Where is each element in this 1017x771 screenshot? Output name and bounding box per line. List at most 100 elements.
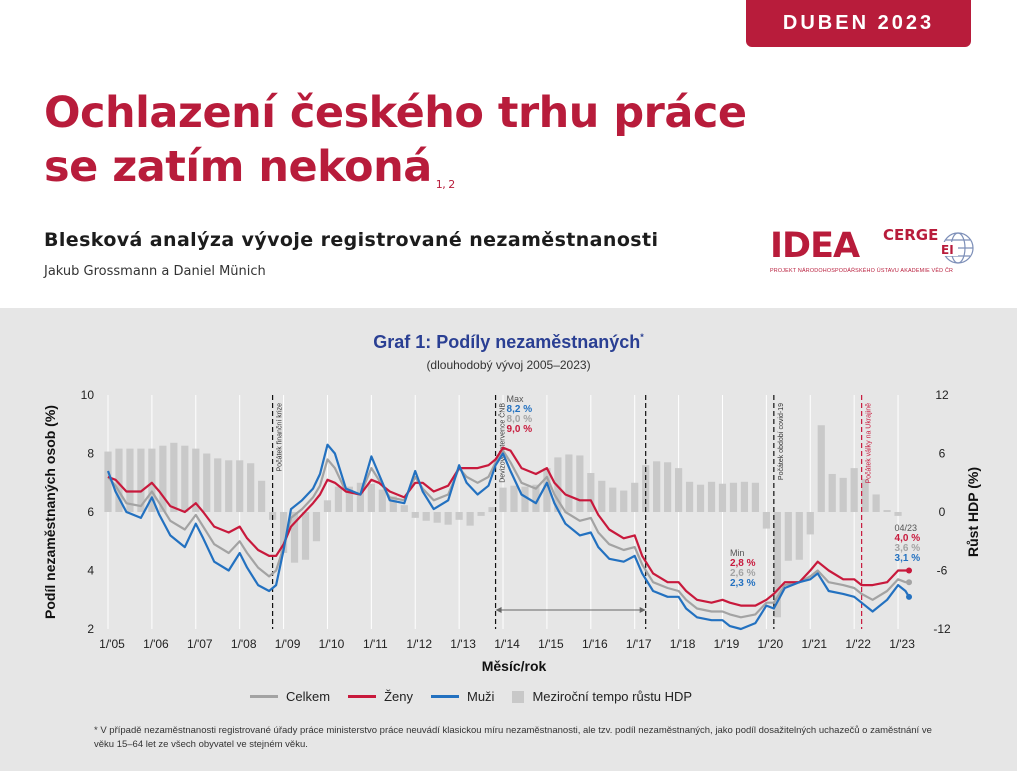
x-tick-label: 1/'16 xyxy=(582,637,608,651)
gdp-bar xyxy=(707,481,716,512)
gdp-bar xyxy=(301,512,310,560)
x-tick-label: 1/'13 xyxy=(450,637,476,651)
event-label: Počátek války na Ukrajině xyxy=(866,403,873,484)
gdp-bar xyxy=(883,510,891,512)
idea-cerge-logo: IDEA CERGE EI PROJEKT NÁRODOHOSPODÁŘSKÉH… xyxy=(770,224,980,284)
gdp-bar xyxy=(203,453,211,512)
title-line-2: se zatím nekoná xyxy=(44,142,432,192)
gdp-bar xyxy=(433,512,441,523)
x-tick-label: 1/'09 xyxy=(275,637,301,651)
y-tick-label: 6 xyxy=(87,505,94,519)
gdp-bar xyxy=(214,458,222,512)
annotation-value: 3,6 % xyxy=(895,543,921,554)
logo-ei-text: EI xyxy=(941,243,954,257)
y2-tick-label: 6 xyxy=(939,447,946,461)
gdp-bar xyxy=(620,490,628,512)
gdp-bar xyxy=(751,482,760,512)
x-tick-label: 1/'20 xyxy=(758,637,784,651)
y-axis-title: Podíl nezaměstnaných osob (%) xyxy=(42,405,58,619)
gdp-bar xyxy=(400,505,408,512)
page-subtitle: Blesková analýza vývoje registrované nez… xyxy=(44,229,659,251)
y-tick-label: 4 xyxy=(87,564,94,578)
gdp-bar xyxy=(290,512,299,563)
event-label: Počátek období covid-19 xyxy=(778,403,785,480)
x-tick-label: 1/'07 xyxy=(187,637,213,651)
gdp-bar xyxy=(576,455,584,512)
gdp-bar xyxy=(631,482,639,512)
date-badge: DUBEN 2023 xyxy=(746,0,971,47)
chart-title: Graf 1: Podíly nezaměstnaných* xyxy=(373,332,644,352)
series-end-point xyxy=(906,567,913,574)
gdp-bar xyxy=(466,512,474,526)
x-tick-label: 1/'17 xyxy=(626,637,652,651)
y-tick-label: 8 xyxy=(87,447,94,461)
series-zeny-line xyxy=(107,446,909,607)
gdp-bar xyxy=(554,457,562,512)
gdp-bar xyxy=(850,468,858,512)
gdp-bar xyxy=(740,481,749,512)
gdp-bar xyxy=(521,486,529,512)
gdp-bar xyxy=(367,483,375,512)
series-end-point xyxy=(906,593,913,600)
x-tick-label: 1/'10 xyxy=(319,637,345,651)
gdp-bar xyxy=(181,445,189,512)
legend-label: Ženy xyxy=(384,689,413,704)
gdp-bar xyxy=(872,494,880,512)
gdp-bar xyxy=(828,473,836,512)
globe-icon: EI xyxy=(938,232,974,264)
gdp-bar xyxy=(499,487,507,512)
x-tick-label: 1/'05 xyxy=(99,637,125,651)
gdp-bar xyxy=(126,448,134,512)
legend-item-celkem: Celkem xyxy=(250,689,330,704)
gdp-bar xyxy=(389,496,397,512)
gdp-bar xyxy=(477,512,485,516)
annotation-label: 04/23 xyxy=(895,523,918,533)
chart-subtitle: (dlouhodobý vývoj 2005–2023) xyxy=(426,358,591,372)
legend-item-muzi: Muži xyxy=(430,689,494,704)
x-tick-label: 1/'21 xyxy=(801,637,827,651)
gdp-bar xyxy=(653,461,661,512)
gdp-bar xyxy=(488,507,496,512)
gdp-bar xyxy=(861,478,869,512)
x-tick-label: 1/'15 xyxy=(538,637,564,651)
gdp-bar xyxy=(159,445,167,512)
x-tick-label: 1/'22 xyxy=(845,637,871,651)
gdp-bar xyxy=(192,448,200,512)
logo-idea-text: IDEA xyxy=(770,226,860,266)
annotation-label: Max xyxy=(507,394,525,404)
gdp-bar xyxy=(598,480,606,512)
gdp-bar xyxy=(279,512,288,553)
gdp-bar xyxy=(323,500,332,512)
gdp-bar xyxy=(258,480,266,512)
gdp-bar xyxy=(839,477,847,512)
gdp-bar xyxy=(334,486,343,512)
y-tick-label: 10 xyxy=(81,388,95,402)
legend-item-gdp: Meziroční tempo růstu HDP xyxy=(512,689,692,704)
gdp-bar xyxy=(312,512,321,542)
event-label: Devizové intervence ČNB xyxy=(498,403,507,483)
y2-tick-label: -6 xyxy=(937,564,948,578)
gdp-bar xyxy=(225,460,233,512)
annotation-value: 9,0 % xyxy=(507,424,533,435)
logo-tagline: PROJEKT NÁRODOHOSPODÁŘSKÉHO ÚSTAVU AKADE… xyxy=(770,268,954,274)
legend-label: Celkem xyxy=(286,689,331,704)
gdp-bar xyxy=(236,460,244,512)
y2-tick-label: -12 xyxy=(933,622,951,636)
gdp-bar xyxy=(137,448,145,512)
title-footnote-ref: 1, 2 xyxy=(435,178,456,191)
gdp-bar xyxy=(543,468,551,512)
gdp-bar xyxy=(455,512,463,520)
gdp-bar xyxy=(642,465,650,512)
x-tick-label: 1/'14 xyxy=(494,637,520,651)
gdp-bar xyxy=(345,486,354,512)
arrow-head-right xyxy=(639,607,646,613)
gdp-bar xyxy=(729,482,738,512)
gdp-bar xyxy=(115,448,123,512)
y2-tick-label: 12 xyxy=(935,388,949,402)
gdp-bar xyxy=(817,425,825,512)
gdp-bar xyxy=(795,512,803,560)
title-line-1: Ochlazení českého trhu práce xyxy=(44,88,747,138)
gdp-bar xyxy=(587,473,595,512)
chart-footnote: * V případě nezaměstnanosti registrované… xyxy=(94,725,932,750)
x-tick-label: 1/'23 xyxy=(889,637,915,651)
